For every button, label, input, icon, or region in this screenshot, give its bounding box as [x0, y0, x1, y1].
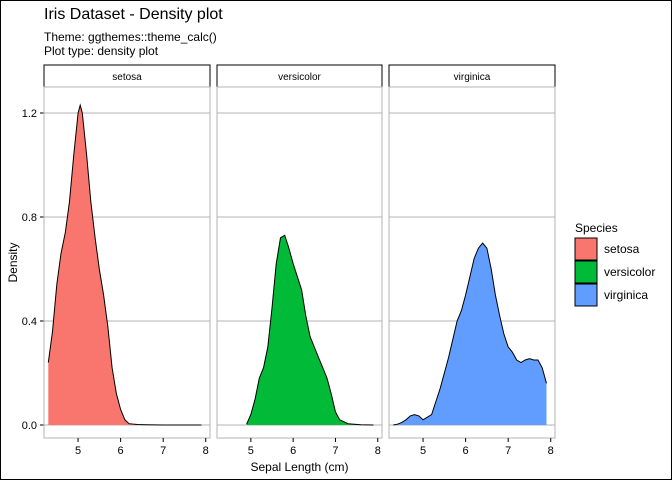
density-area-versicolor	[246, 235, 374, 425]
facet-label-versicolor: versicolor	[278, 72, 321, 83]
legend-label-setosa: setosa	[604, 242, 640, 256]
x-tick-label: 5	[420, 445, 426, 457]
y-axis-label: Density	[6, 242, 20, 282]
x-tick-label: 7	[505, 445, 511, 457]
density-area-setosa	[48, 105, 202, 425]
chart-subtitle-line-2: Plot type: density plot	[44, 44, 159, 58]
y-tick-label: 0.0	[22, 420, 37, 432]
x-tick-label: 6	[118, 445, 124, 457]
legend-swatch-virginica	[574, 283, 598, 307]
x-tick-label: 8	[548, 445, 554, 457]
y-tick-label: 0.4	[22, 316, 37, 328]
y-tick-label: 1.2	[22, 108, 37, 120]
x-tick-label: 6	[463, 445, 469, 457]
density-area-virginica	[393, 243, 547, 425]
x-tick-label: 6	[290, 445, 296, 457]
facet-label-virginica: virginica	[454, 72, 491, 83]
x-axis-label: Sepal Length (cm)	[250, 460, 348, 474]
density-outline-virginica	[393, 242, 547, 426]
x-tick-label: 8	[375, 445, 381, 457]
legend-swatch-setosa	[574, 237, 598, 261]
chart-title: Iris Dataset - Density plot	[44, 6, 223, 23]
density-outline-versicolor	[246, 234, 374, 426]
x-tick-label: 7	[332, 445, 338, 457]
y-tick-label: 0.8	[22, 212, 37, 224]
density-outline-setosa	[47, 103, 202, 426]
legend-title: Species	[575, 221, 618, 235]
legend-label-versicolor: versicolor	[604, 265, 655, 279]
x-tick-label: 7	[160, 445, 166, 457]
x-tick-label: 5	[75, 445, 81, 457]
legend-label-virginica: virginica	[604, 288, 648, 302]
x-tick-label: 8	[203, 445, 209, 457]
chart-subtitle-line-1: Theme: ggthemes::theme_calc()	[44, 30, 217, 44]
x-tick-label: 5	[248, 445, 254, 457]
legend-swatch-versicolor	[574, 260, 598, 284]
facet-label-setosa: setosa	[112, 72, 142, 83]
